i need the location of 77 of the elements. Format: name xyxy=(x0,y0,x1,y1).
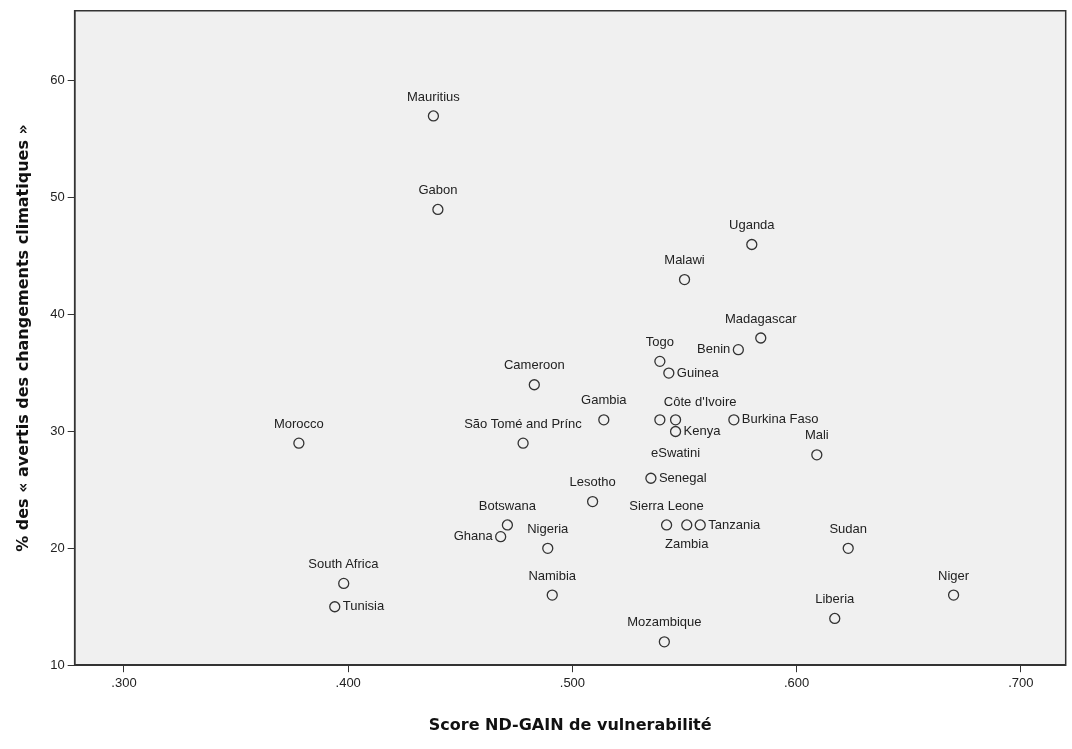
point xyxy=(658,636,670,648)
point xyxy=(654,355,666,368)
data-label: Morocco xyxy=(273,415,324,431)
data-label: Tanzania xyxy=(708,516,762,532)
data-label: Niger xyxy=(938,567,970,583)
x-tick-label: .500 xyxy=(559,674,586,690)
data-label: Liberia xyxy=(815,591,856,607)
data-label: Lesotho xyxy=(569,474,616,490)
point xyxy=(678,273,691,286)
point xyxy=(495,531,507,543)
data-label: Burkina Faso xyxy=(741,411,819,427)
data-label: Mozambique xyxy=(627,614,702,630)
x-tick-label: .700 xyxy=(1008,674,1034,690)
point xyxy=(947,589,960,601)
point xyxy=(842,542,854,554)
point xyxy=(654,414,666,426)
point xyxy=(432,203,444,216)
point xyxy=(681,519,693,531)
point xyxy=(501,519,514,531)
x-axis-title: Score ND-GAIN de vulnerabilité xyxy=(428,714,712,734)
data-label: Mali xyxy=(804,427,829,443)
data-label: Togo xyxy=(645,333,674,349)
data-label: São Tomé and Prínc xyxy=(464,415,583,431)
data-label: Botswana xyxy=(478,497,537,513)
y-tick-label: 50 xyxy=(50,189,65,205)
data-label: Gabon xyxy=(418,182,458,198)
y-axis-title: % des « avertis des changements climatiques » xyxy=(12,124,32,552)
point xyxy=(598,414,610,426)
data-label: South Africa xyxy=(308,555,380,571)
point xyxy=(669,425,682,438)
data-label: eSwatini xyxy=(650,445,701,461)
data-label: Tunisia xyxy=(342,598,385,614)
point xyxy=(542,542,554,554)
data-label: Ghana xyxy=(453,528,494,544)
x-tick-label: .400 xyxy=(335,674,361,690)
point xyxy=(645,472,657,484)
point xyxy=(669,414,682,426)
y-tick-label: 20 xyxy=(50,539,65,555)
point xyxy=(546,589,558,601)
point xyxy=(755,332,767,344)
y-tick-label: 60 xyxy=(50,72,65,88)
point xyxy=(811,449,823,461)
data-label: Namibia xyxy=(528,567,577,583)
data-label: Nigeria xyxy=(527,520,570,536)
point xyxy=(732,344,744,356)
data-label: Mauritius xyxy=(407,88,461,104)
data-label: Uganda xyxy=(729,217,776,233)
point xyxy=(517,437,529,449)
x-tick-label: .600 xyxy=(783,674,810,690)
y-tick-label: 40 xyxy=(50,306,65,322)
data-label: Sudan xyxy=(829,520,868,536)
point xyxy=(746,238,758,251)
data-label: Madagascar xyxy=(725,310,798,326)
data-label: Malawi xyxy=(664,252,705,268)
point xyxy=(338,577,350,590)
y-tick-label: 30 xyxy=(50,423,65,439)
point xyxy=(829,612,841,625)
point xyxy=(329,601,341,613)
data-label: Cameroon xyxy=(503,357,565,373)
point xyxy=(660,519,673,531)
data-label: Côte d'Ivoire xyxy=(663,394,737,410)
point xyxy=(427,110,440,122)
data-label: Sierra Leone xyxy=(629,497,704,513)
data-label: Guinea xyxy=(676,364,720,380)
y-tick-label: 10 xyxy=(50,656,65,672)
point xyxy=(586,495,599,508)
point xyxy=(663,367,675,379)
point xyxy=(728,414,740,426)
data-label: Kenya xyxy=(683,423,722,439)
data-label: Gambia xyxy=(581,392,628,408)
x-tick-label: .300 xyxy=(111,674,137,690)
point xyxy=(694,519,706,531)
data-label: Senegal xyxy=(658,469,707,485)
point xyxy=(528,379,540,391)
point xyxy=(293,437,305,449)
data-label: Zambia xyxy=(665,535,710,551)
data-label: Benin xyxy=(697,341,731,357)
